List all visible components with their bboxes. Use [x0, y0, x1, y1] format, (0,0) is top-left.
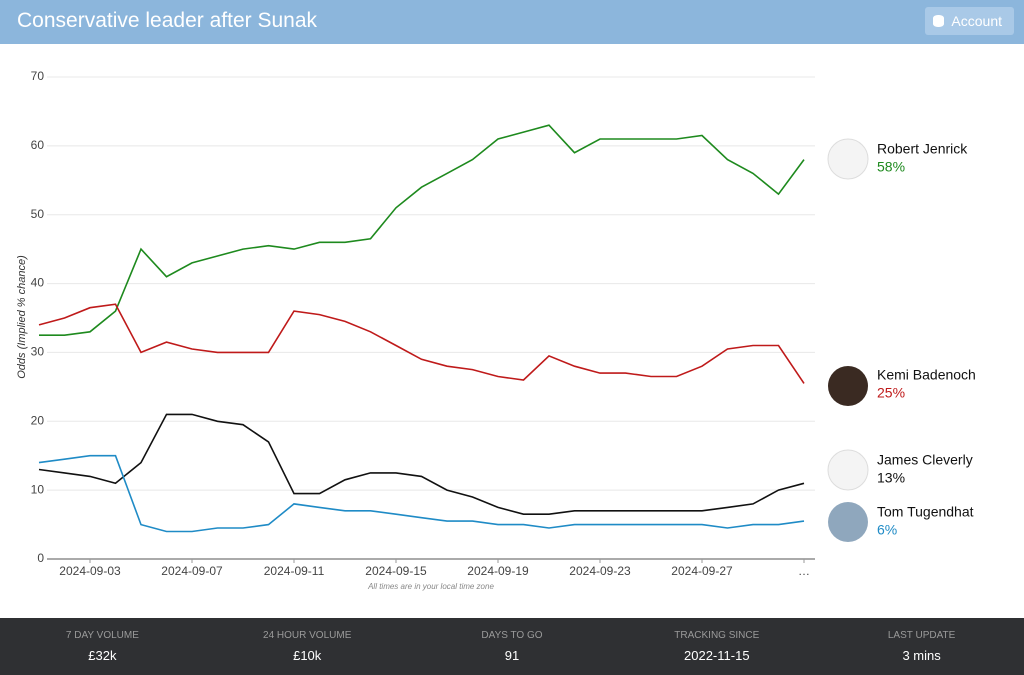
x-tick-label: 2024-09-03: [59, 564, 121, 578]
y-tick-label: 20: [31, 413, 45, 427]
y-tick-label: 10: [31, 482, 45, 496]
stat-value: 2022-11-15: [684, 648, 750, 663]
avatar: [827, 138, 869, 180]
x-tick-label: 2024-09-11: [264, 564, 325, 578]
y-tick-label: 50: [31, 207, 45, 221]
x-tick-label: 2024-09-23: [569, 564, 631, 578]
stat: LAST UPDATE 3 mins: [819, 618, 1024, 675]
x-tick-label: 2024-09-07: [161, 564, 223, 578]
stat-label: 24 HOUR VOLUME: [263, 630, 352, 641]
annotation: All times are in your local time zone: [367, 582, 494, 591]
y-tick-label: 30: [31, 345, 45, 359]
x-tick-label: 2024-09-15: [365, 564, 427, 578]
stat: TRACKING SINCE 2022-11-15: [614, 618, 819, 675]
legend-value: 13%: [877, 470, 905, 486]
stat-label: LAST UPDATE: [887, 630, 956, 641]
y-tick-label: 60: [31, 138, 45, 152]
account-button[interactable]: Account: [925, 7, 1014, 35]
legend-value: 58%: [877, 159, 905, 175]
stat-value: £10k: [293, 648, 322, 663]
x-tick-label: …: [798, 564, 810, 578]
footer: 7 DAY VOLUME £32k 24 HOUR VOLUME £10k DAYS T…: [0, 618, 1024, 675]
avatar: [828, 366, 868, 406]
avatar: [827, 449, 869, 491]
stat-label: 7 DAY VOLUME: [65, 630, 139, 641]
stat: 24 HOUR VOLUME £10k: [205, 618, 410, 675]
header: Conservative leader after Sunak Account: [0, 0, 1024, 44]
stat-value: 3 mins: [902, 648, 941, 663]
series-line: [38, 413, 805, 515]
stat-value: 91: [504, 648, 520, 663]
legend-name: Robert Jenrick: [877, 141, 968, 157]
stat-value: £32k: [88, 648, 117, 663]
y-tick-label: 0: [37, 551, 44, 565]
y-axis-label: Odds (Implied % chance): [16, 255, 28, 379]
stat-label: TRACKING SINCE: [674, 630, 760, 641]
series-line: [39, 124, 805, 336]
y-tick-label: 70: [31, 69, 45, 83]
x-tick-label: 2024-09-27: [671, 564, 733, 578]
series-line: [38, 303, 805, 384]
legend-value: 25%: [877, 385, 905, 401]
account-label: Account: [951, 13, 1002, 29]
legend-name: Tom Tugendhat: [877, 504, 974, 520]
chart: Odds (Implied % chance) All times are in…: [16, 69, 976, 591]
legend-value: 6%: [877, 522, 897, 538]
page-title: Conservative leader after Sunak: [17, 9, 317, 32]
legend-name: James Cleverly: [877, 452, 973, 468]
series-line: [38, 454, 805, 533]
legend-name: Kemi Badenoch: [877, 367, 976, 383]
y-tick-label: 40: [31, 276, 45, 290]
stat: DAYS TO GO 91: [410, 618, 615, 675]
avatar: [828, 502, 868, 542]
stat-label: DAYS TO GO: [481, 630, 543, 641]
x-tick-label: 2024-09-19: [467, 564, 529, 578]
stat: 7 DAY VOLUME £32k: [0, 618, 205, 675]
